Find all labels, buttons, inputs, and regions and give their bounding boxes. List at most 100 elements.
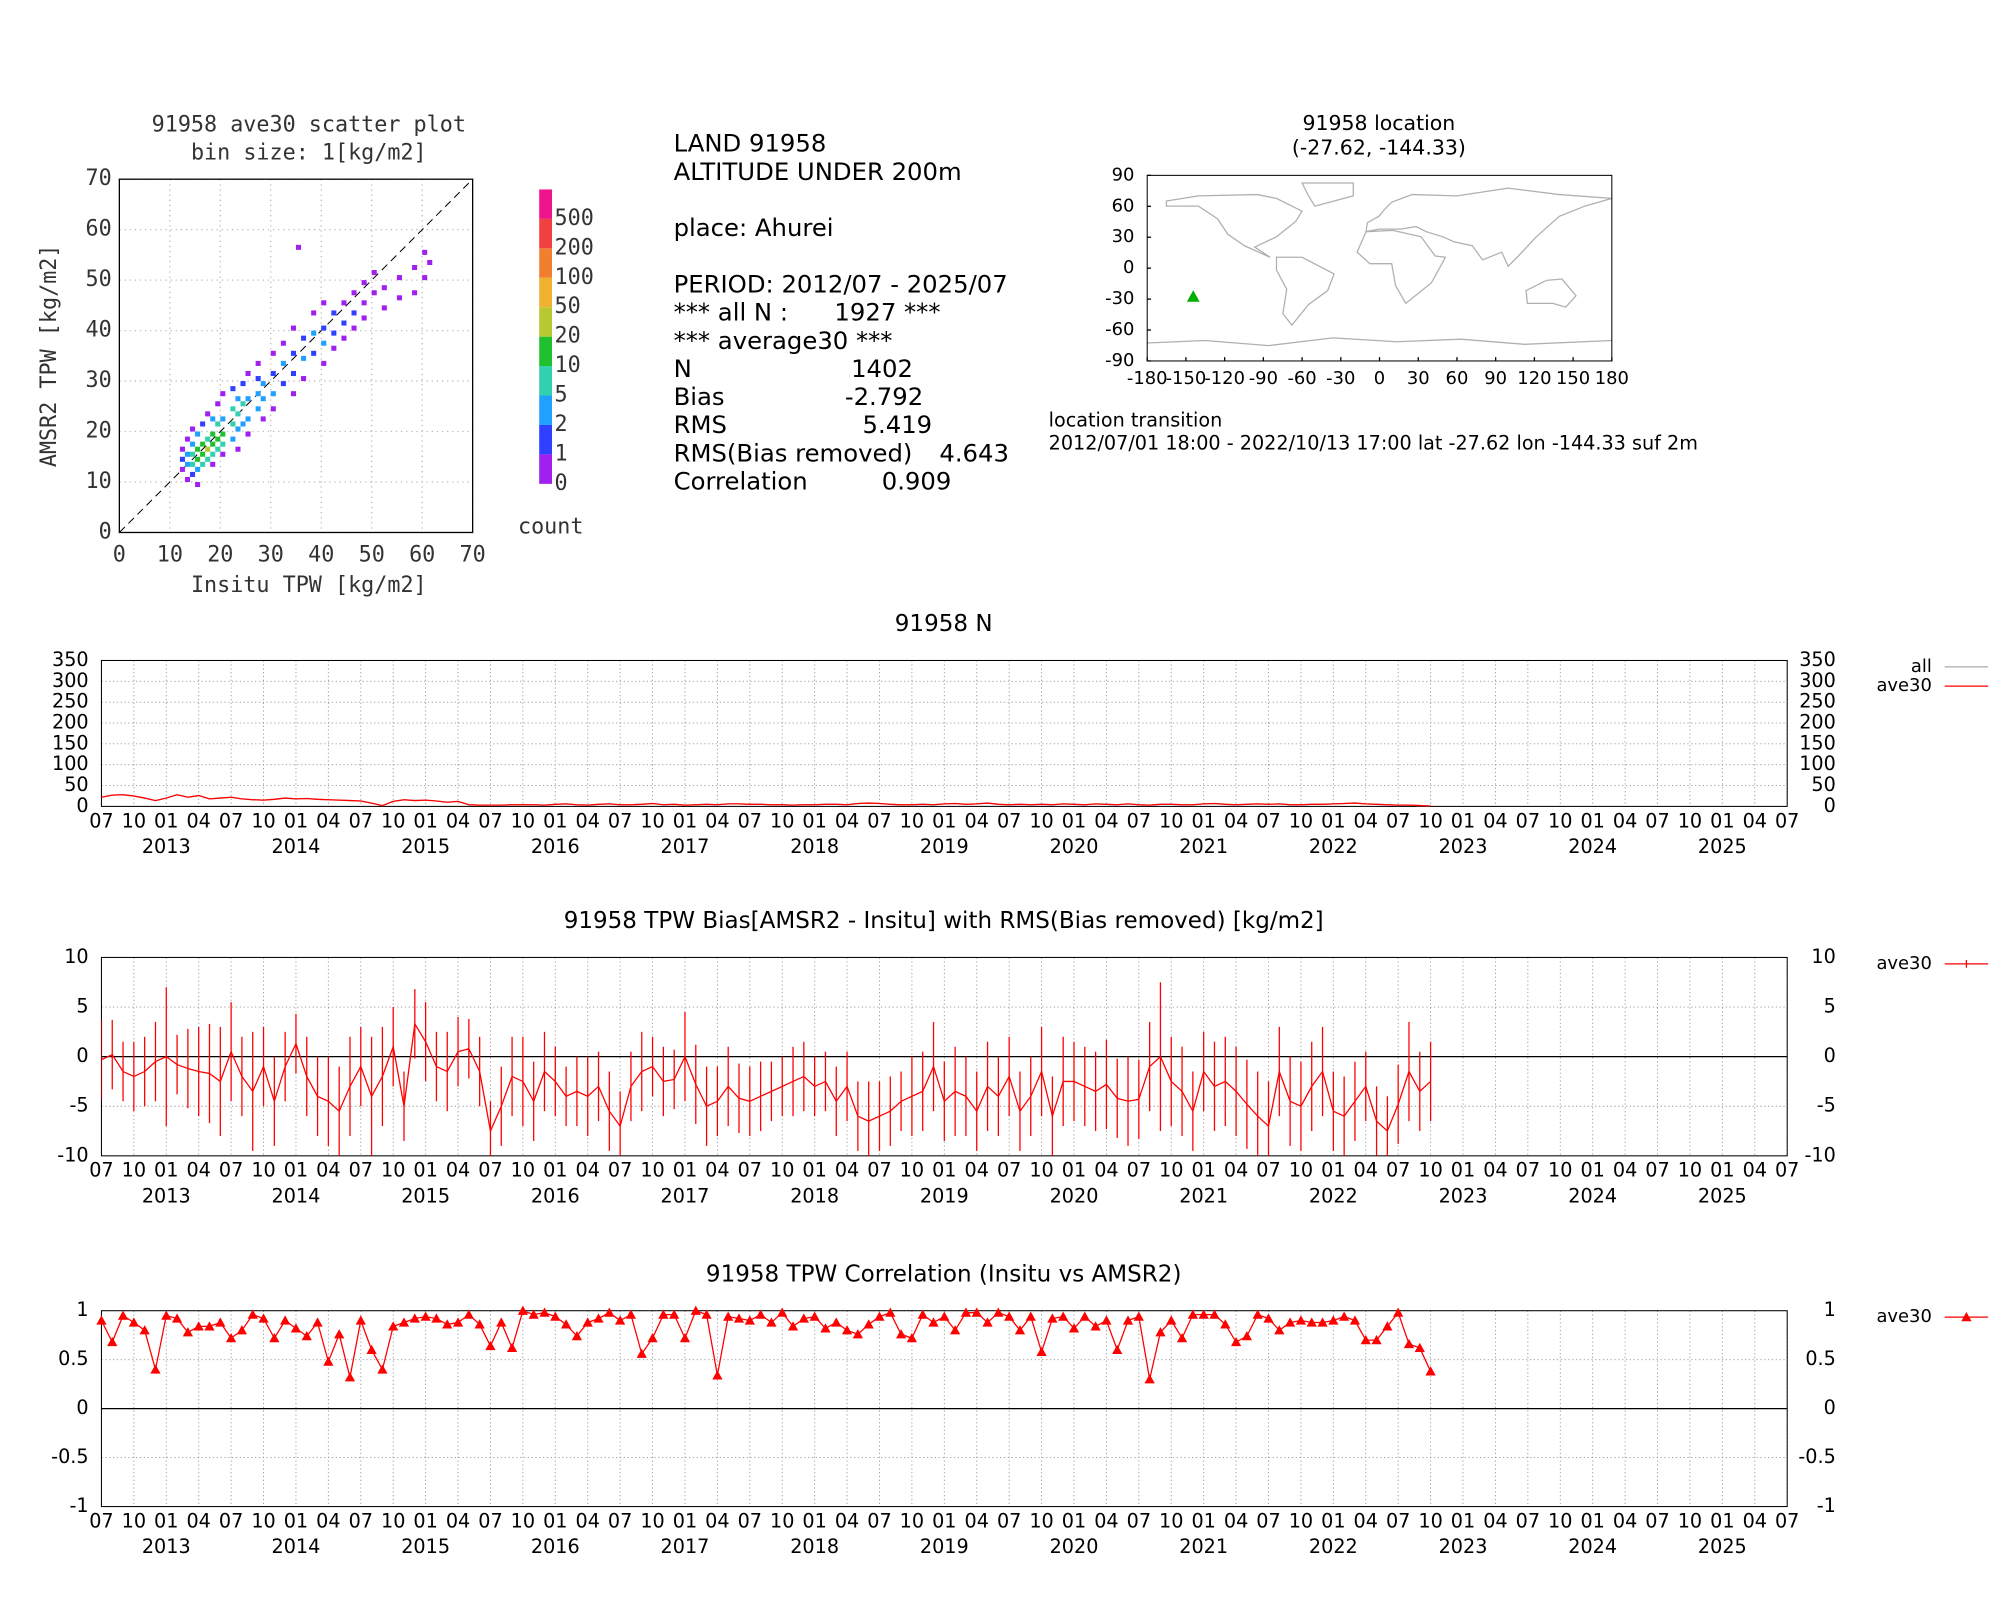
- x-tick-label: 01: [1580, 809, 1604, 832]
- bin-cell: [190, 461, 196, 467]
- year-label: 2015: [401, 835, 450, 858]
- data-point: [571, 1331, 583, 1341]
- year-label: 2024: [1568, 1184, 1617, 1207]
- y-tick-label-right: 0.5: [1805, 1347, 1836, 1370]
- x-tick-label: 07: [738, 1509, 762, 1532]
- year-label: 2016: [531, 1535, 580, 1558]
- x-tick-label: 04: [1483, 809, 1507, 832]
- bin-cell: [200, 441, 206, 447]
- x-tick-label: 04: [1094, 1159, 1118, 1182]
- continent: [1301, 182, 1354, 207]
- data-point: [280, 1315, 291, 1325]
- x-tick-label: 01: [413, 1509, 437, 1532]
- y-tick-label-right: 100: [1799, 752, 1836, 775]
- bin-cell: [371, 290, 377, 296]
- stat-label: N: [674, 354, 692, 383]
- x-tick-label: 10: [157, 543, 183, 568]
- year-label: 2024: [1568, 835, 1617, 858]
- y-tick-label: 200: [52, 711, 89, 734]
- stat-value: 5.419: [863, 410, 933, 439]
- x-tick-label: 07: [1775, 1509, 1799, 1532]
- stat-label: RMS(Bias removed): [674, 438, 913, 467]
- y-tick-label: -90: [1105, 350, 1134, 371]
- data-point: [1306, 1317, 1317, 1327]
- x-tick-label: 04: [446, 1509, 470, 1532]
- x-tick-label: 07: [478, 809, 502, 832]
- year-label: 2016: [531, 835, 580, 858]
- map-frame: [1146, 174, 1613, 362]
- colorbar-label: 0: [555, 471, 568, 496]
- year-label: 2022: [1309, 1535, 1358, 1558]
- data-point: [939, 1311, 950, 1321]
- info-line: *** average30 ***: [674, 326, 893, 355]
- data-point: [1382, 1321, 1393, 1331]
- x-tick-label: 07: [1127, 1509, 1151, 1532]
- y-tick-label-right: -1: [1817, 1494, 1836, 1517]
- bin-cell: [245, 431, 251, 437]
- bin-cell: [215, 446, 221, 452]
- data-point: [1025, 1311, 1036, 1321]
- x-tick-label: 180: [1595, 368, 1629, 389]
- data-point: [269, 1333, 280, 1343]
- x-tick-label: 07: [349, 1509, 373, 1532]
- year-label: 2018: [790, 1184, 839, 1207]
- legend-label: ave30: [1876, 1306, 1931, 1327]
- year-label: 2025: [1698, 1184, 1747, 1207]
- data-point: [128, 1317, 139, 1327]
- colorbar-segment: [539, 277, 552, 308]
- y-tick-label: 0: [76, 1044, 88, 1067]
- continent: [1525, 278, 1577, 308]
- x-tick-label: 10: [1548, 809, 1572, 832]
- data-point: [247, 1309, 258, 1319]
- x-tick-label: 04: [1743, 1509, 1767, 1532]
- y-tick-label: 100: [52, 752, 89, 775]
- colorbar-segment: [539, 424, 552, 455]
- year-label: 2023: [1439, 835, 1488, 858]
- colorbar-segment: [539, 307, 552, 337]
- x-tick-label: 04: [576, 1159, 600, 1182]
- bin-cell: [301, 376, 307, 382]
- data-point: [874, 1311, 885, 1321]
- data-point: [474, 1319, 485, 1329]
- info-line: place: Ahurei: [674, 213, 834, 242]
- chart-title: 91958 N: [895, 611, 993, 637]
- x-tick-label: 01: [543, 1159, 567, 1182]
- series-line: [101, 1022, 1432, 1134]
- x-tick-label: 10: [900, 1509, 924, 1532]
- colorbar-label: 100: [555, 265, 594, 290]
- y-tick-label: 30: [85, 368, 111, 393]
- year-label: 2017: [661, 835, 710, 858]
- x-axis-label: Insitu TPW [kg/m2]: [191, 573, 427, 598]
- y-tick-label: 300: [52, 669, 89, 692]
- x-tick-label: 04: [1094, 809, 1118, 832]
- x-tick-label: 04: [1743, 809, 1767, 832]
- x-tick-label: 07: [738, 1159, 762, 1182]
- x-tick-label: 04: [1224, 809, 1248, 832]
- data-point: [982, 1317, 993, 1327]
- plot-frame: [100, 1310, 1788, 1508]
- x-tick-label: 04: [1354, 809, 1378, 832]
- x-tick-label: 07: [219, 1159, 243, 1182]
- data-point: [1036, 1346, 1047, 1356]
- x-tick-label: 01: [1191, 1509, 1215, 1532]
- colorbar-label: 200: [555, 235, 594, 260]
- data-point: [107, 1336, 118, 1347]
- data-point: [485, 1340, 496, 1351]
- bin-cell: [220, 416, 226, 422]
- bin-cell: [321, 360, 327, 366]
- x-tick-label: 04: [186, 809, 210, 832]
- continent: [1165, 193, 1303, 258]
- x-tick-label: 07: [997, 809, 1021, 832]
- data-point: [550, 1311, 561, 1321]
- y-tick-label: 0: [1123, 257, 1134, 278]
- x-tick-label: -180: [1127, 368, 1168, 389]
- x-tick-label: 50: [359, 543, 385, 568]
- x-tick-label: 07: [608, 1159, 632, 1182]
- data-point: [1349, 1315, 1361, 1325]
- bin-cell: [321, 300, 327, 306]
- bin-cell: [270, 391, 276, 397]
- year-label: 2022: [1309, 835, 1358, 858]
- data-point: [366, 1344, 377, 1354]
- colorbar-segment: [539, 218, 552, 249]
- bin-cell: [361, 300, 367, 306]
